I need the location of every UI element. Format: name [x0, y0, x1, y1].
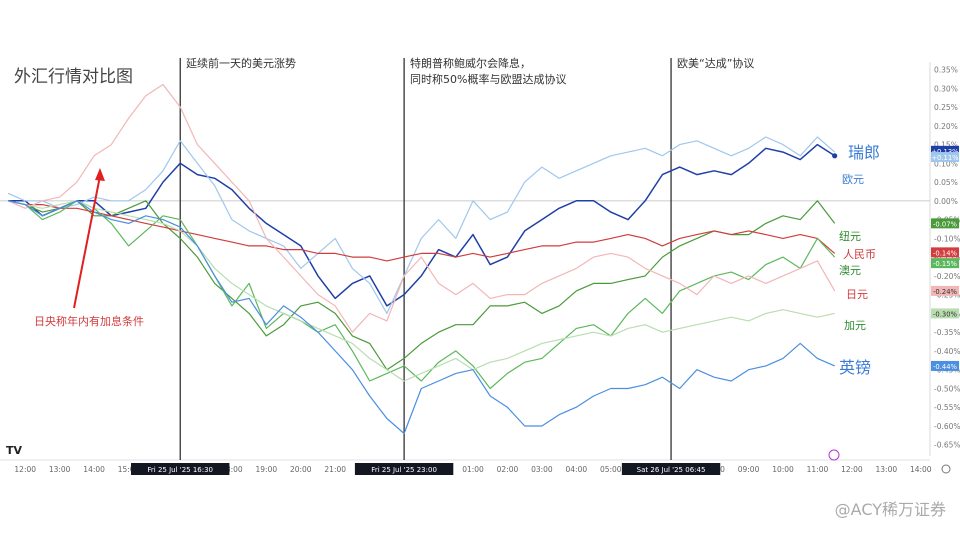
- boj-annotation: 日央称年内有加息条件: [34, 315, 144, 328]
- series-value-badge: [931, 145, 959, 156]
- tradingview-logo: TV: [6, 444, 23, 457]
- series-value-badge: [931, 285, 959, 296]
- x-tick-label: 21:00: [324, 465, 346, 474]
- x-tick-label: 04:00: [566, 465, 588, 474]
- series-value-badge: [931, 258, 959, 269]
- y-tick-label: 0.30%: [934, 84, 958, 93]
- x-tick-label: 09:00: [738, 465, 760, 474]
- note-us-eu-deal: 欧美“达成”协议: [677, 57, 755, 70]
- y-tick-label: -0.65%: [934, 441, 960, 450]
- x-tick-label: 01:00: [462, 465, 484, 474]
- note-trump-powell: 特朗普称鲍威尔会降息，: [410, 57, 531, 70]
- y-tick-label: 0.25%: [934, 103, 958, 112]
- event-time-box: [131, 463, 230, 475]
- note-eu-deal-odds: 同时称50%概率与欧盟达成协议: [410, 73, 567, 86]
- y-tick-label: -0.35%: [934, 328, 960, 337]
- series-name-label: 瑞郎: [848, 143, 880, 162]
- y-tick-label: 0.20%: [934, 122, 958, 131]
- series-value-badge: [931, 152, 959, 163]
- x-tick-label: 14:00: [83, 465, 105, 474]
- series-name-label: 日元: [846, 288, 868, 301]
- series-value-badge-text: -0.44%: [933, 363, 958, 371]
- x-tick-label: 02:00: [497, 465, 519, 474]
- y-tick-label: -0.55%: [934, 403, 960, 412]
- series-name-label: 英镑: [839, 358, 871, 377]
- chart-title: 外汇行情对比图: [14, 67, 133, 87]
- series-value-badge: [931, 308, 959, 319]
- series-line: [7, 200, 836, 390]
- series-end-dot: [832, 153, 838, 159]
- series-line: [7, 83, 836, 333]
- event-time-label: Fri 25 Jul '25 16:30: [147, 466, 213, 474]
- y-tick-label: 0.10%: [934, 159, 958, 168]
- series-name-label: 人民币: [843, 248, 876, 261]
- series-value-badge: [931, 218, 959, 229]
- x-tick-label: 14:00: [910, 465, 932, 474]
- y-tick-label: 0.00%: [934, 197, 958, 206]
- series-name-label: 加元: [844, 319, 866, 332]
- x-tick-label: 19:00: [256, 465, 278, 474]
- series-name-label: 澳元: [839, 264, 861, 277]
- series-name-label: 欧元: [842, 173, 864, 186]
- series-line: [7, 200, 836, 262]
- lightning-icon: [828, 449, 840, 461]
- y-tick-label: -0.20%: [934, 272, 960, 281]
- y-tick-label: -0.50%: [934, 384, 960, 393]
- y-tick-label: -0.60%: [934, 422, 960, 431]
- y-tick-label: -0.15%: [934, 253, 960, 262]
- y-tick-label: -0.40%: [934, 347, 960, 356]
- x-tick-label: 12:00: [14, 465, 36, 474]
- x-tick-label: 12:00: [841, 465, 863, 474]
- event-time-label: Fri 25 Jul '25 23:00: [371, 466, 437, 474]
- settings-icon: [941, 464, 951, 474]
- y-tick-label: -0.10%: [934, 234, 960, 243]
- series-value-badge: [931, 247, 959, 258]
- x-tick-label: 15:00: [118, 465, 140, 474]
- x-tick-label: 11:00: [807, 465, 829, 474]
- y-tick-label: 0.35%: [934, 66, 958, 75]
- x-tick-label: 18:00: [221, 465, 243, 474]
- y-tick-label: 0.05%: [934, 178, 958, 187]
- event-time-box: [621, 463, 721, 475]
- series-line: [7, 200, 835, 382]
- series-value-badge-text: +0.11%: [931, 154, 959, 162]
- annotation-arrowhead: [95, 168, 105, 181]
- series-value-badge: [931, 360, 959, 371]
- x-tick-label: 05:00: [600, 465, 622, 474]
- series-line: [7, 136, 836, 314]
- x-tick-label: 10:00: [772, 465, 794, 474]
- x-tick-label: 03:00: [531, 465, 553, 474]
- series-name-label: 纽元: [839, 229, 861, 243]
- series-value-badge-text: -0.07%: [933, 220, 958, 228]
- series-line: [7, 200, 835, 435]
- x-tick-label: 20:00: [290, 465, 312, 474]
- series-line: [7, 200, 836, 371]
- series-value-badge-text: +0.13%: [931, 148, 959, 156]
- note-usd-rally: 延续前一天的美元涨势: [186, 57, 296, 70]
- x-tick-label: 13:00: [49, 465, 71, 474]
- watermark: @ACY稀万证券: [834, 500, 946, 519]
- series-value-badge-text: -0.30%: [933, 310, 958, 318]
- annotation-arrow: [73, 175, 101, 309]
- series-line: [8, 143, 836, 307]
- event-time-box: [354, 463, 454, 475]
- x-tick-label: 13:00: [876, 465, 898, 474]
- event-time-label: Sat 26 Jul '25 06:45: [637, 466, 706, 474]
- series-value-badge-text: -0.15%: [933, 260, 958, 268]
- series-value-badge-text: -0.24%: [933, 288, 958, 296]
- series-value-badge-text: -0.14%: [933, 249, 958, 257]
- y-tick-label: 0.15%: [934, 141, 958, 150]
